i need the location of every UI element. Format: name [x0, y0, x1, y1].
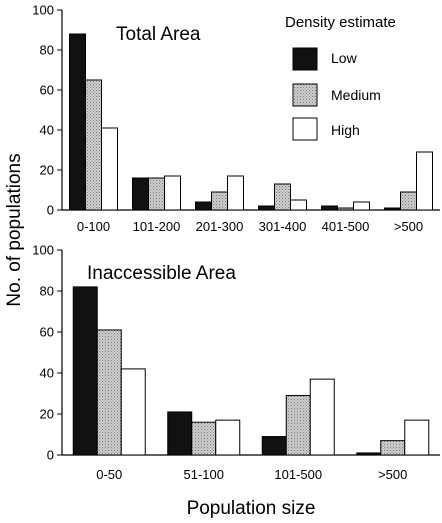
bar-high-201-300 [227, 175, 244, 211]
legend-label-low: Low [331, 50, 358, 66]
bar-low-201-300 [195, 201, 212, 211]
bar-high-401-500 [353, 201, 370, 211]
x-tick-label-51-100: 51-100 [184, 467, 224, 482]
y-tick-label-40: 40 [40, 366, 54, 381]
bar-medium-101-500 [285, 395, 311, 456]
y-tick-label-40: 40 [40, 123, 54, 138]
panel-inaccessible-area: Inaccessible Area 0 20 40 60 80 100 0-50 51-100… [32, 243, 440, 482]
legend: Density estimate Low Medium High [285, 14, 396, 141]
bar-medium-201-300 [211, 191, 228, 211]
x-tick-label-401-500: 401-500 [322, 219, 370, 234]
bar-low-101-500 [261, 436, 287, 456]
bar-medium-101-200 [148, 177, 165, 211]
y-tick-label-100: 100 [32, 243, 54, 258]
bar-medium-301-400 [274, 183, 291, 211]
x-tick-label-301-400: 301-400 [259, 219, 307, 234]
y-tick-label-80: 80 [40, 284, 54, 299]
legend-label-medium: Medium [331, 87, 381, 103]
bar-high-101-500 [309, 378, 335, 456]
x-tick-label-0-100: 0-100 [77, 219, 110, 234]
x-tick-label-500: >500 [378, 467, 407, 482]
legend-label-high: High [331, 122, 360, 138]
bar-high-500 [404, 419, 430, 456]
y-tick-label-0: 0 [47, 203, 54, 218]
legend-title: Density estimate [285, 14, 396, 31]
bar-medium-51-100 [191, 421, 217, 456]
bar-low-0-50 [72, 286, 98, 456]
bar-low-0-100 [69, 33, 86, 211]
bar-medium-0-100 [85, 79, 102, 211]
panel-title-inaccessible-area: Inaccessible Area [87, 263, 236, 284]
panel-total-area: Total Area 0 20 40 60 80 100 0-100 101-200 201-3… [32, 3, 440, 234]
bar-low-500 [356, 452, 382, 456]
y-tick-label-60: 60 [40, 83, 54, 98]
bar-low-51-100 [167, 411, 193, 456]
y-tick-label-80: 80 [40, 43, 54, 58]
bar-medium-0-50 [96, 329, 122, 456]
bar-high-51-100 [215, 419, 241, 456]
bar-medium-500 [400, 191, 417, 211]
y-tick-label-60: 60 [40, 325, 54, 340]
bar-low-500 [384, 207, 401, 211]
bar-high-0-50 [120, 368, 146, 456]
x-axis-label: Population size [187, 498, 316, 519]
bar-low-301-400 [258, 205, 275, 211]
y-tick-label-100: 100 [32, 3, 54, 18]
x-tick-label-500: >500 [394, 219, 423, 234]
y-axis-label: No. of populations [4, 153, 25, 306]
legend-swatch-high [292, 117, 318, 141]
bar-low-101-200 [132, 177, 149, 211]
bar-high-0-100 [101, 127, 118, 211]
bar-medium-500 [380, 440, 406, 456]
y-tick-label-20: 20 [40, 163, 54, 178]
legend-swatch-low [292, 47, 318, 71]
x-tick-label-0-50: 0-50 [96, 467, 122, 482]
legend-swatch-medium [292, 83, 318, 107]
x-tick-label-101-200: 101-200 [133, 219, 181, 234]
x-tick-label-201-300: 201-300 [196, 219, 244, 234]
bar-high-301-400 [290, 199, 307, 211]
panel-title-total-area: Total Area [116, 24, 201, 45]
x-tick-label-101-500: 101-500 [274, 467, 322, 482]
bar-high-101-200 [164, 175, 181, 211]
y-tick-label-20: 20 [40, 407, 54, 422]
bar-high-500 [416, 151, 433, 211]
bar-medium-401-500 [337, 207, 354, 211]
y-tick-label-0: 0 [47, 448, 54, 463]
bar-low-401-500 [321, 205, 338, 211]
